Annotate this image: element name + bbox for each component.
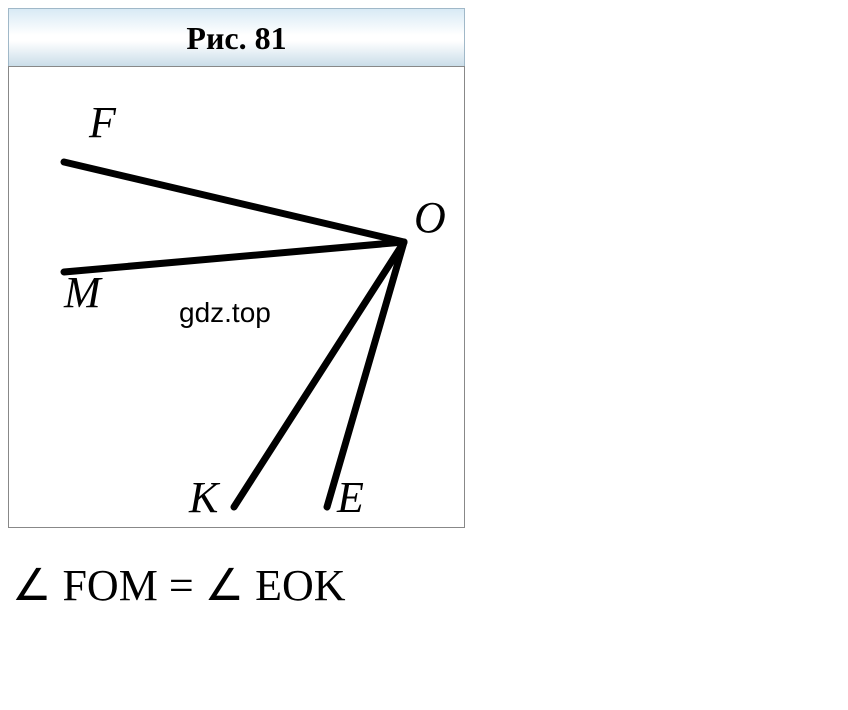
- label-E: E: [337, 472, 364, 523]
- label-F: F: [89, 97, 116, 148]
- label-O: O: [414, 192, 446, 243]
- angle-equation: ∠ FOM = ∠ EOK: [12, 560, 346, 611]
- ray-OK: [234, 242, 404, 507]
- ray-OM: [64, 242, 404, 272]
- label-M: M: [64, 267, 101, 318]
- figure-title: Рис. 81: [186, 20, 286, 57]
- figure-header: Рис. 81: [8, 8, 465, 68]
- page-container: Рис. 81 F O M K E gdz.top ∠ FOM = ∠ EOK: [0, 0, 848, 710]
- diagram-box: F O M K E gdz.top: [8, 66, 465, 528]
- label-K: K: [189, 472, 218, 523]
- ray-OF: [64, 162, 404, 242]
- watermark-text: gdz.top: [179, 297, 271, 329]
- ray-OE: [327, 242, 404, 507]
